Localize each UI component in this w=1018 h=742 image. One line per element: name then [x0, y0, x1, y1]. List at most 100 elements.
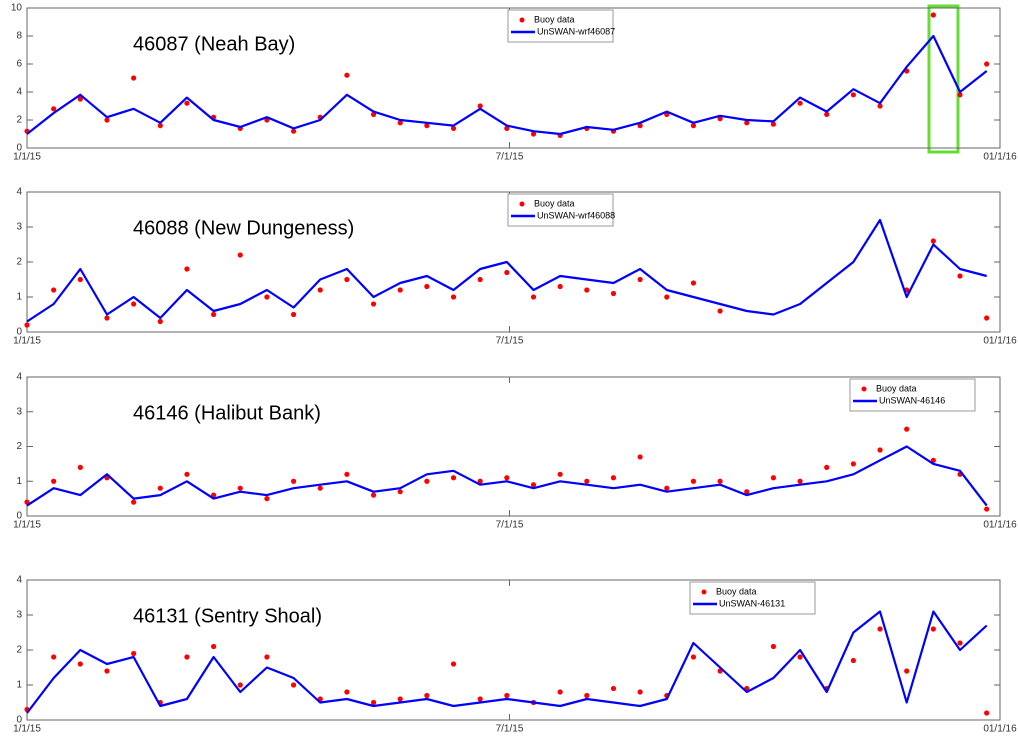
buoy-point [157, 485, 163, 491]
y-tick-label: 1 [16, 680, 22, 691]
buoy-point [237, 485, 243, 491]
x-tick-label: 7/1/15 [496, 520, 524, 531]
x-tick-label: 7/1/15 [496, 336, 524, 347]
buoy-point [637, 276, 643, 283]
buoy-point [877, 626, 883, 632]
buoy-point [184, 100, 190, 106]
buoy-point [557, 471, 563, 477]
buoy-point [131, 301, 137, 307]
y-tick-label: 2 [16, 257, 22, 268]
x-tick-label: 01/1/16 [983, 152, 1017, 163]
model-line [26, 218, 987, 323]
buoy-point [744, 120, 750, 126]
buoy-point [397, 696, 403, 702]
buoy-point [397, 287, 403, 293]
buoy-point [610, 290, 617, 297]
y-tick-label: 2 [16, 645, 22, 656]
legend-label: Buoy data [534, 198, 575, 208]
buoy-point [370, 699, 377, 706]
x-tick-label: 7/1/15 [496, 724, 524, 735]
buoy-point [24, 499, 30, 505]
legend-label: UnSWAN-wrf46088 [537, 210, 615, 220]
buoy-point [504, 269, 510, 276]
buoy-point [930, 238, 936, 244]
buoy-point [744, 489, 750, 495]
x-tick-label: 1/1/15 [13, 724, 41, 735]
y-tick-label: 1 [16, 292, 22, 303]
buoy-point [290, 478, 297, 484]
buoy-point [690, 478, 697, 484]
buoy-point [557, 689, 563, 695]
buoy-point [264, 496, 270, 502]
legend-box [689, 581, 816, 615]
buoy-point [930, 457, 936, 463]
buoy-point [824, 464, 830, 470]
y-tick-label: 0 [16, 511, 22, 522]
buoy-point [797, 478, 803, 484]
buoy-point [264, 654, 270, 660]
x-tick-label: 01/1/16 [983, 724, 1017, 735]
buoy-point [984, 61, 990, 67]
legend-box [849, 378, 976, 412]
station-label: 46131 (Sentry Shoal) [133, 605, 322, 627]
buoy-point [610, 685, 617, 692]
buoy-point [637, 123, 643, 129]
y-tick-label: 3 [16, 610, 22, 621]
buoy-point [504, 692, 510, 699]
buoy-point [104, 315, 110, 321]
highlight-box [927, 4, 960, 154]
legend-label: Buoy data [876, 383, 917, 393]
buoy-point [157, 123, 163, 129]
buoy-point [850, 92, 856, 98]
buoy-point [397, 120, 403, 126]
x-tick-label: 7/1/15 [496, 152, 524, 163]
buoy-point [344, 276, 350, 283]
buoy-point [770, 643, 777, 650]
buoy-point [664, 294, 670, 300]
buoy-point [237, 252, 243, 258]
buoy-point [690, 654, 697, 660]
buoy-point [51, 106, 57, 112]
buoy-point [370, 301, 377, 307]
y-tick-label: 2 [16, 115, 22, 126]
buoy-point [930, 626, 936, 632]
x-tick-label: 01/1/16 [983, 336, 1017, 347]
y-tick-label: 3 [16, 406, 22, 417]
legend-marker [519, 201, 525, 207]
buoy-point [397, 489, 403, 495]
buoy-point [584, 287, 590, 293]
buoy-point [584, 692, 590, 699]
buoy-point [450, 125, 457, 131]
buoy-point [51, 654, 57, 660]
buoy-point [690, 123, 697, 129]
legend-marker [701, 589, 707, 595]
buoy-point [557, 283, 563, 290]
buoy-point [450, 294, 457, 300]
buoy-point [290, 682, 297, 688]
y-tick-label: 0 [16, 715, 22, 726]
buoy-point [290, 311, 297, 318]
station-label: 46146 (Halibut Bank) [133, 402, 321, 424]
x-tick-label: 01/1/16 [983, 520, 1017, 531]
buoy-point [370, 492, 377, 498]
buoy-point [290, 128, 297, 134]
model-line [26, 445, 988, 507]
buoy-point [104, 117, 110, 123]
y-tick-label: 6 [16, 59, 22, 70]
buoy-point [424, 692, 430, 699]
buoy-point [237, 682, 243, 688]
station-label: 46087 (Neah Bay) [133, 33, 295, 55]
y-tick-label: 4 [16, 372, 22, 383]
buoy-point [184, 471, 190, 477]
buoy-point [957, 92, 963, 98]
buoy-point [264, 294, 270, 300]
buoy-point [77, 661, 83, 667]
buoy-point [157, 318, 163, 325]
buoy-point [877, 447, 883, 453]
buoy-point [317, 485, 323, 491]
buoy-point [504, 125, 510, 131]
model-line [26, 610, 988, 714]
legend-label: UnSWAN-46146 [879, 395, 945, 405]
buoy-point [184, 654, 190, 660]
buoy-point [24, 322, 30, 328]
